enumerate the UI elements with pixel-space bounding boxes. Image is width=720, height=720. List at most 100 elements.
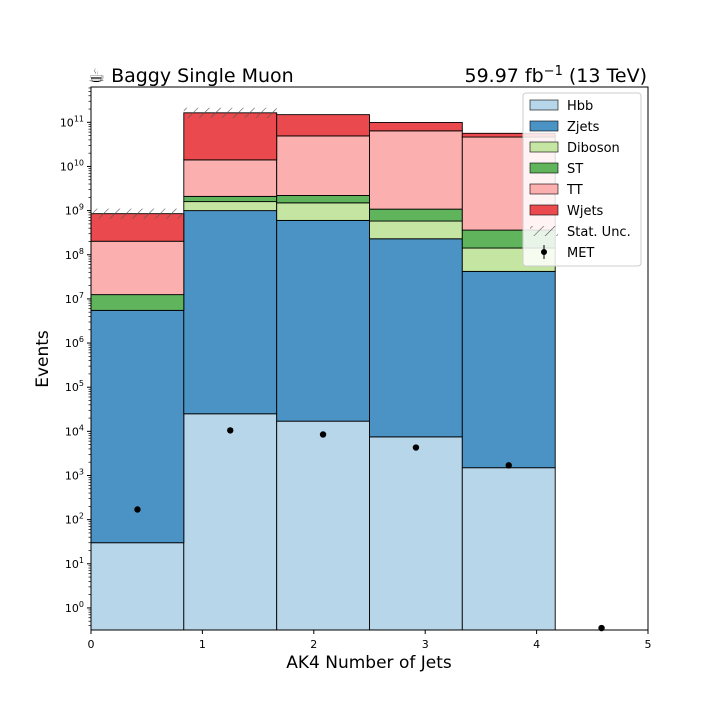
legend-box [522,92,642,267]
y-tick-base: 10 [65,337,79,350]
bar-st-bin2 [276,195,370,204]
x-tick-label-2: 2 [310,638,317,651]
x-tick-label-4: 4 [533,638,540,651]
legend-swatch-wjets [529,204,559,216]
y-tick-label-8: 108 [65,247,84,262]
y-tick-base: 10 [65,205,79,218]
bar-st-bin3 [369,208,463,222]
legend-swatch-hbb [529,99,559,111]
legend-label-diboson: Diboson [567,141,620,156]
bar-tt-bin0 [90,240,185,296]
bar-zjets-bin3 [369,238,463,438]
bar-hbb-bin1 [183,413,278,631]
y-tick-exponent: 3 [79,467,84,476]
y-tick-label-6: 106 [65,335,84,350]
energy-label: (13 TeV) [563,65,647,87]
bar-hbb-bin2 [276,420,370,631]
axes: 0 1 2 3 4 51001011021031041051061071081091010… [60,86,652,651]
plot-area [90,107,605,632]
legend-label-st: ST [567,162,583,177]
y-tick-base: 10 [65,514,79,527]
y-tick-exponent: 7 [79,291,84,300]
legend-label-wjets: Wjets [567,204,604,219]
legend: Hbb Zjets Diboson ST TT Wjets Stat. Unc. MET [522,92,642,267]
y-tick-exponent: 2 [79,512,84,521]
bar-diboson-bin3 [369,220,463,240]
y-tick-base: 10 [60,160,74,173]
y-tick-label-10: 1010 [60,158,84,173]
x-axis-label: AK4 Number of Jets [286,653,452,673]
y-tick-base: 10 [60,116,74,129]
bar-diboson-bin2 [276,202,370,221]
stat-unc-band-bin0 [91,208,184,219]
y-tick-label-0: 100 [65,600,84,615]
x-tick-label-3: 3 [422,638,429,651]
bar-hbb-bin4 [461,467,556,631]
y-tick-label-3: 103 [65,467,84,482]
bar-tt-bin3 [369,130,463,210]
bar-wjets-bin2 [276,114,370,137]
y-tick-base: 10 [65,469,79,482]
stat-unc-band-bin1 [183,107,277,118]
bar-hbb-bin3 [369,436,463,631]
legend-swatch-tt [529,183,559,195]
y-tick-base: 10 [65,558,79,571]
bar-zjets-bin0 [90,309,185,544]
y-tick-base: 10 [65,293,79,306]
legend-swatch-zjets [529,120,559,132]
legend-label-met: MET [567,246,594,261]
x-tick-label-0: 0 [88,638,95,651]
lumi-value: 59.97 fb [464,65,543,87]
y-tick-base: 10 [65,425,79,438]
y-tick-label-2: 102 [65,512,84,527]
bar-wjets-bin3 [369,122,463,132]
chart-title-left: ☕ Baggy Single Muon [88,65,294,87]
bar-tt-bin1 [183,159,278,197]
met-data-point-1 [227,427,234,434]
met-data-point-3 [412,444,420,451]
y-tick-exponent: 11 [74,114,84,123]
bar-st-bin0 [90,294,185,311]
y-tick-label-5: 105 [65,379,84,394]
y-tick-exponent: 4 [79,423,84,432]
y-tick-label-11: 1011 [60,114,84,129]
x-tick-label-1: 1 [199,638,206,651]
met-data-point-0 [134,506,141,513]
y-tick-exponent: 9 [79,203,84,212]
bar-tt-bin2 [276,135,370,196]
bar-wjets-bin1 [183,112,278,161]
y-tick-exponent: 10 [74,158,84,167]
y-axis-label: Events [33,330,53,388]
legend-swatch-diboson [529,141,559,153]
legend-marker-met [541,249,547,255]
y-tick-base: 10 [65,249,79,262]
bar-st-bin1 [183,195,278,203]
legend-label-tt: TT [566,183,583,198]
y-tick-label-4: 104 [65,423,84,438]
met-data-point-2 [319,431,327,438]
legend-label-hbb: Hbb [567,99,593,114]
x-tick-label-5: 5 [645,638,652,651]
legend-label-stat-unc-: Stat. Unc. [567,225,631,240]
y-tick-label-7: 107 [65,291,84,306]
y-tick-exponent: 1 [79,556,84,565]
y-tick-base: 10 [65,381,79,394]
axes-frame [90,86,649,631]
bar-zjets-bin1 [183,210,278,415]
bar-zjets-bin2 [276,219,370,422]
y-tick-exponent: 0 [79,600,84,609]
y-tick-base: 10 [65,602,79,615]
legend-swatch-st [529,162,559,174]
bar-hbb-bin0 [90,542,185,631]
y-tick-exponent: 8 [79,247,84,256]
lumi-exponent: −1 [544,64,563,79]
y-tick-exponent: 6 [79,335,84,344]
met-data-point-4 [505,462,512,469]
y-tick-exponent: 5 [79,379,84,388]
y-tick-label-1: 101 [65,556,84,571]
chart-title-right: 59.97 fb−1 (13 TeV) [464,64,647,87]
bar-diboson-bin1 [183,201,278,212]
bar-zjets-bin4 [461,270,556,469]
y-tick-label-9: 109 [65,203,84,218]
